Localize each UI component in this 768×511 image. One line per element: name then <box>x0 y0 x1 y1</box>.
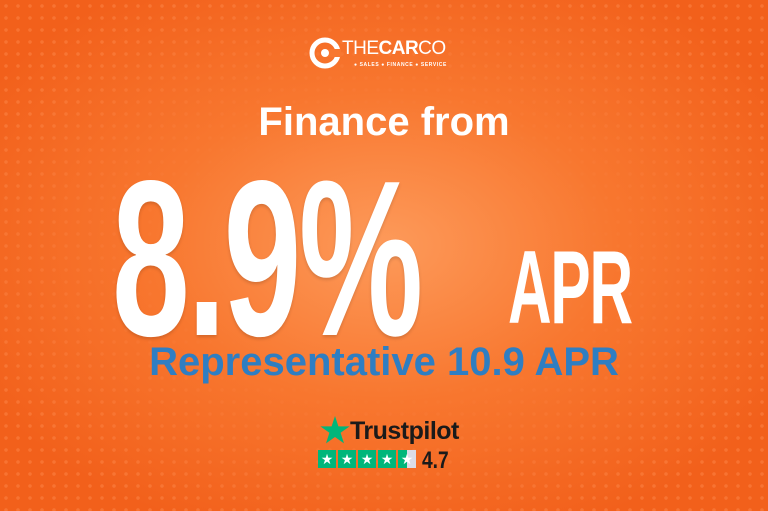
rate: 8.9% <box>112 135 423 383</box>
brand-tagline: ● SALES ● FINANCE ● SERVICE <box>354 62 447 68</box>
trustpilot-star-icon <box>320 416 350 444</box>
star-icon: ★ <box>358 450 376 468</box>
star-icon: ★ <box>318 450 336 468</box>
logo-icon <box>309 37 341 69</box>
star-icon: ★ <box>338 450 356 468</box>
headline: Finance from <box>258 100 510 144</box>
representative-apr: Representative 10.9 APR <box>149 340 619 384</box>
half-star-icon: ★ <box>398 450 416 468</box>
trustpilot-label: Trustpilot <box>350 417 459 445</box>
trustpilot-rating: 4.7 <box>422 447 449 474</box>
rate-suffix: APR <box>508 230 633 346</box>
trustpilot-stars: ★ ★ ★ ★ ★ <box>318 450 416 468</box>
brand-logo: THECARCO <box>342 38 446 59</box>
star-icon: ★ <box>378 450 396 468</box>
